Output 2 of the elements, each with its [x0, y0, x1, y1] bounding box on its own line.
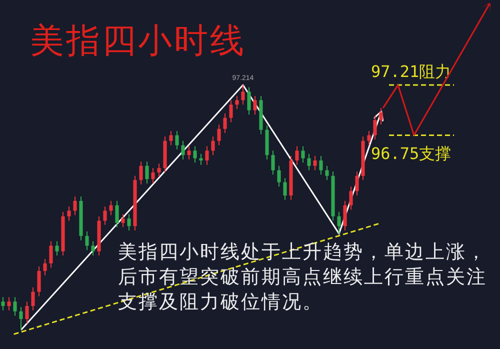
chart-title: 美指四小时线	[30, 21, 246, 61]
ref-line-label: 96.75支撑	[371, 144, 452, 164]
